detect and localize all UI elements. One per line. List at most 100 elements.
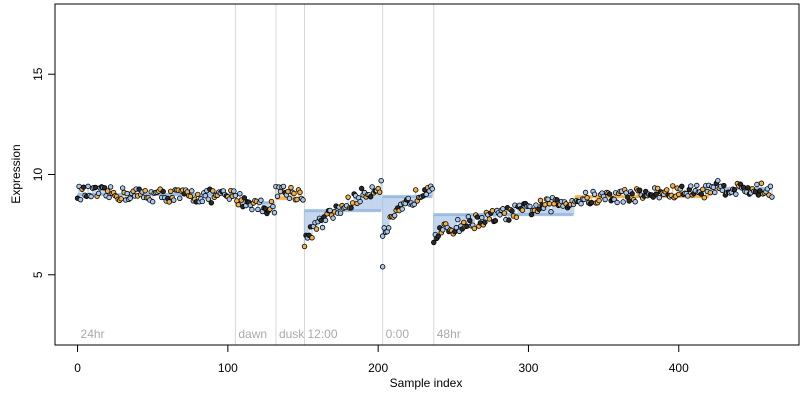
- data-point: [423, 191, 429, 198]
- x-tick-label: 0: [74, 361, 81, 375]
- data-point: [202, 193, 209, 199]
- data-point: [698, 191, 705, 197]
- y-tick-label: 5: [31, 271, 45, 278]
- data-point: [701, 194, 708, 201]
- data-point: [471, 225, 478, 232]
- data-point: [536, 206, 542, 212]
- x-tick-label: 100: [218, 361, 238, 375]
- data-point: [629, 191, 635, 197]
- data-point: [85, 183, 91, 190]
- y-axis: 5 10 15: [31, 67, 56, 278]
- data-point: [685, 193, 691, 199]
- data-point: [429, 186, 435, 192]
- data-point: [620, 199, 626, 205]
- data-point: [455, 216, 461, 223]
- data-point: [700, 186, 706, 193]
- data-point: [149, 199, 156, 205]
- plot-frame: [54, 3, 800, 346]
- vertical-line-label: 48hr: [437, 327, 461, 341]
- data-point: [548, 209, 554, 215]
- data-point: [280, 183, 287, 190]
- data-point: [614, 199, 620, 206]
- data-point: [731, 186, 738, 193]
- data-point: [119, 185, 126, 191]
- data-point: [754, 181, 760, 188]
- vertical-line-label: 0:00: [386, 327, 410, 341]
- data-point: [369, 184, 375, 190]
- data-point: [231, 188, 237, 194]
- data-point: [349, 200, 356, 206]
- data-point: [489, 208, 496, 214]
- data-point: [479, 214, 485, 221]
- data-point: [688, 183, 694, 189]
- data-point: [653, 191, 659, 197]
- data-point: [92, 184, 99, 191]
- x-tick-label: 200: [368, 361, 388, 375]
- data-point: [319, 224, 326, 231]
- data-point: [482, 219, 488, 225]
- data-point: [367, 194, 374, 200]
- data-point: [142, 188, 148, 194]
- data-point: [492, 218, 499, 224]
- data-point: [632, 199, 638, 205]
- data-point: [545, 196, 551, 202]
- data-point: [435, 233, 441, 239]
- data-point: [464, 223, 470, 229]
- data-point: [440, 227, 446, 233]
- data-point: [232, 192, 239, 199]
- data-point: [602, 196, 608, 203]
- data-point: [297, 189, 303, 196]
- data-point: [270, 203, 276, 210]
- data-point: [591, 191, 598, 198]
- vertical-line-label: dawn: [238, 327, 267, 341]
- data-point: [710, 184, 717, 190]
- data-point: [285, 188, 291, 195]
- data-point: [584, 195, 590, 201]
- data-point: [357, 198, 363, 205]
- data-point: [679, 183, 685, 190]
- data-point: [337, 210, 344, 216]
- data-point: [378, 177, 384, 184]
- data-point: [467, 217, 473, 224]
- data-point: [733, 191, 739, 197]
- data-point: [694, 182, 700, 189]
- data-points: [74, 177, 775, 270]
- data-point: [118, 196, 124, 202]
- data-point: [237, 191, 243, 197]
- data-point: [664, 187, 670, 193]
- data-point: [294, 196, 300, 203]
- data-point: [413, 187, 419, 193]
- data-point: [431, 239, 437, 246]
- data-point: [107, 184, 114, 190]
- y-tick-label: 10: [31, 168, 45, 182]
- data-point: [405, 195, 411, 202]
- data-point: [210, 188, 216, 194]
- x-tick-label: 400: [669, 361, 689, 375]
- data-point: [77, 196, 84, 203]
- data-point: [715, 177, 721, 184]
- data-point: [127, 195, 133, 201]
- data-point: [168, 188, 174, 195]
- data-point: [88, 193, 94, 200]
- data-point: [291, 190, 297, 197]
- data-point: [676, 191, 682, 198]
- data-point: [655, 185, 661, 192]
- data-point: [769, 194, 775, 200]
- data-point: [124, 190, 130, 197]
- data-point: [205, 196, 212, 202]
- data-point: [345, 194, 351, 200]
- data-point: [533, 202, 539, 208]
- data-point: [626, 198, 632, 204]
- x-axis: 0 100 200 300 400: [74, 344, 689, 375]
- data-point: [596, 197, 602, 204]
- data-point: [327, 207, 333, 214]
- data-point: [582, 189, 589, 196]
- data-point: [288, 184, 294, 191]
- data-point: [300, 197, 306, 203]
- data-point: [171, 197, 177, 203]
- data-point: [330, 215, 336, 221]
- data-point: [636, 187, 643, 193]
- data-point: [497, 212, 503, 218]
- data-point: [271, 210, 278, 216]
